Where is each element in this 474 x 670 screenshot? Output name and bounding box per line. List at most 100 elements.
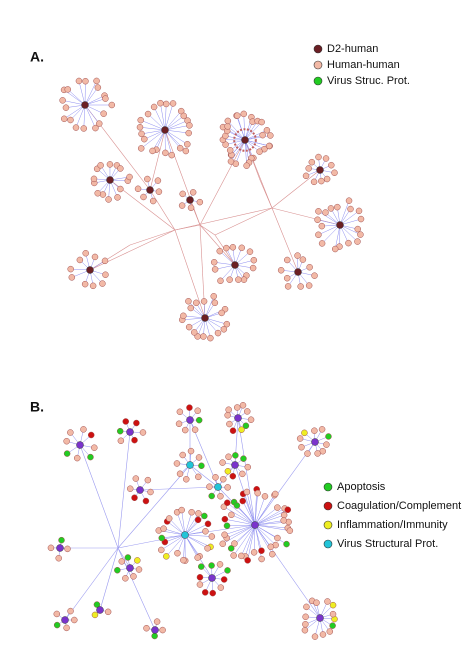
hub bbox=[126, 428, 134, 436]
node bbox=[302, 613, 309, 621]
edge bbox=[247, 524, 256, 561]
edge bbox=[254, 524, 290, 531]
legend-label: Human-human bbox=[327, 59, 400, 71]
legend-label: Apoptosis bbox=[337, 481, 386, 493]
node bbox=[211, 299, 219, 307]
node bbox=[302, 621, 309, 628]
node bbox=[67, 607, 74, 615]
node bbox=[60, 115, 68, 123]
node bbox=[81, 280, 89, 288]
node bbox=[165, 515, 173, 522]
node bbox=[329, 610, 337, 618]
node bbox=[134, 185, 142, 193]
node bbox=[223, 244, 230, 252]
edge bbox=[233, 524, 256, 556]
node bbox=[218, 309, 225, 317]
node bbox=[329, 601, 337, 609]
hub bbox=[126, 564, 134, 572]
edge bbox=[184, 524, 256, 536]
node bbox=[217, 492, 224, 500]
node bbox=[216, 247, 223, 255]
node bbox=[318, 240, 326, 247]
edge bbox=[184, 534, 211, 548]
legend-label: D2-human bbox=[327, 43, 378, 55]
edge bbox=[144, 129, 166, 140]
node bbox=[221, 531, 228, 539]
node bbox=[186, 404, 193, 411]
legend-dot bbox=[313, 76, 323, 86]
node bbox=[126, 173, 133, 181]
node bbox=[178, 202, 186, 209]
edge bbox=[181, 510, 186, 536]
edge bbox=[254, 509, 288, 526]
node bbox=[234, 112, 241, 119]
hub bbox=[181, 531, 189, 539]
node bbox=[232, 452, 239, 459]
node bbox=[126, 485, 134, 492]
edge bbox=[84, 104, 96, 129]
node bbox=[311, 427, 318, 434]
edge bbox=[226, 524, 256, 526]
node bbox=[222, 141, 229, 148]
edge bbox=[164, 103, 167, 131]
node bbox=[116, 427, 124, 435]
node bbox=[224, 484, 231, 491]
edge bbox=[224, 518, 256, 526]
node bbox=[118, 558, 126, 565]
edge bbox=[164, 125, 190, 131]
edge bbox=[254, 524, 271, 547]
edge bbox=[141, 129, 166, 135]
node bbox=[131, 494, 138, 502]
node bbox=[227, 158, 235, 165]
node bbox=[196, 574, 204, 581]
node bbox=[323, 441, 330, 448]
edge bbox=[237, 115, 246, 141]
node bbox=[238, 244, 245, 252]
edge bbox=[184, 534, 208, 549]
node bbox=[176, 408, 184, 416]
node bbox=[155, 188, 163, 195]
hub bbox=[96, 606, 104, 614]
edge bbox=[164, 129, 189, 134]
edge bbox=[189, 464, 219, 488]
node bbox=[224, 499, 231, 507]
edge bbox=[241, 524, 256, 556]
edge bbox=[230, 139, 246, 162]
node bbox=[220, 326, 228, 333]
node bbox=[334, 203, 341, 211]
node bbox=[114, 566, 121, 574]
node bbox=[94, 190, 101, 197]
edge bbox=[174, 229, 206, 319]
node bbox=[90, 175, 98, 183]
node bbox=[272, 490, 279, 498]
node bbox=[354, 238, 361, 245]
node bbox=[82, 249, 89, 257]
legend-label: Coagulation/Complement bbox=[337, 500, 461, 512]
legend-dot bbox=[313, 60, 323, 70]
legend-label: Virus Structural Prot. bbox=[337, 538, 438, 550]
node bbox=[298, 443, 305, 451]
legend: Apoptosis Coagulation/Complement Inflammat… bbox=[323, 481, 461, 550]
node bbox=[323, 175, 331, 183]
node bbox=[64, 86, 72, 93]
edge bbox=[224, 524, 256, 535]
edge bbox=[166, 534, 186, 557]
edge bbox=[164, 129, 172, 156]
node bbox=[283, 540, 290, 548]
node bbox=[283, 256, 291, 264]
node bbox=[238, 426, 245, 433]
node bbox=[238, 552, 245, 560]
edge bbox=[84, 104, 100, 124]
node bbox=[189, 189, 197, 196]
edge bbox=[99, 547, 119, 611]
edge bbox=[226, 524, 256, 539]
node bbox=[239, 402, 247, 409]
edge bbox=[161, 534, 186, 539]
node bbox=[319, 631, 327, 638]
node bbox=[296, 435, 304, 442]
node bbox=[267, 132, 274, 139]
edge bbox=[321, 224, 341, 244]
hub bbox=[186, 196, 194, 204]
node bbox=[210, 259, 218, 266]
edge bbox=[227, 120, 246, 141]
